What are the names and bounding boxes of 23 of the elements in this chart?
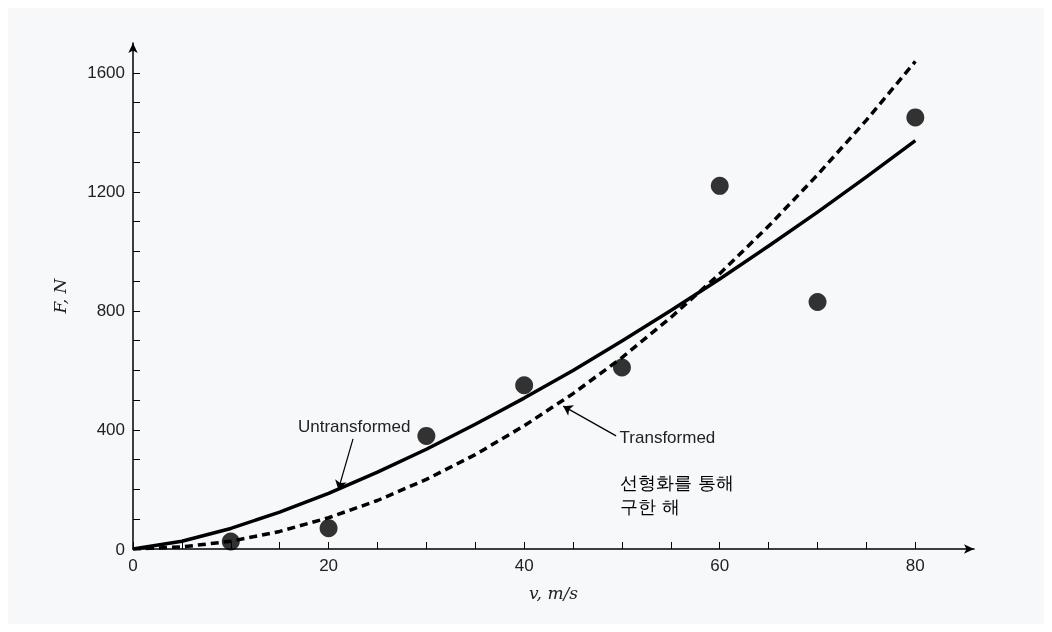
y-tick-label: 1600 bbox=[87, 63, 125, 83]
point bbox=[221, 532, 240, 551]
point bbox=[417, 426, 436, 445]
x-tick-label: 80 bbox=[905, 556, 925, 575]
point bbox=[808, 292, 827, 311]
x-axis-title: v, m/s bbox=[529, 582, 579, 603]
annotation: Transformed bbox=[619, 428, 716, 448]
annotation: Untransformed bbox=[297, 417, 411, 437]
y-tick-label: 1200 bbox=[87, 182, 125, 202]
point bbox=[319, 519, 338, 538]
y-tick-label: 0 bbox=[115, 539, 125, 559]
point bbox=[515, 376, 534, 395]
x-tick-label: 0 bbox=[128, 556, 138, 575]
y-tick-label: 400 bbox=[96, 420, 125, 440]
y-tick-label: 800 bbox=[96, 301, 125, 321]
point bbox=[612, 358, 631, 377]
x-tick-label: 20 bbox=[319, 556, 339, 575]
annotation: 선형화를 통해 구한 해 bbox=[620, 471, 734, 517]
y-axis-title: F, N bbox=[49, 277, 70, 315]
x-tick-label: 60 bbox=[710, 556, 730, 575]
point bbox=[710, 176, 729, 195]
point bbox=[906, 108, 925, 127]
x-tick-label: 40 bbox=[514, 556, 534, 575]
